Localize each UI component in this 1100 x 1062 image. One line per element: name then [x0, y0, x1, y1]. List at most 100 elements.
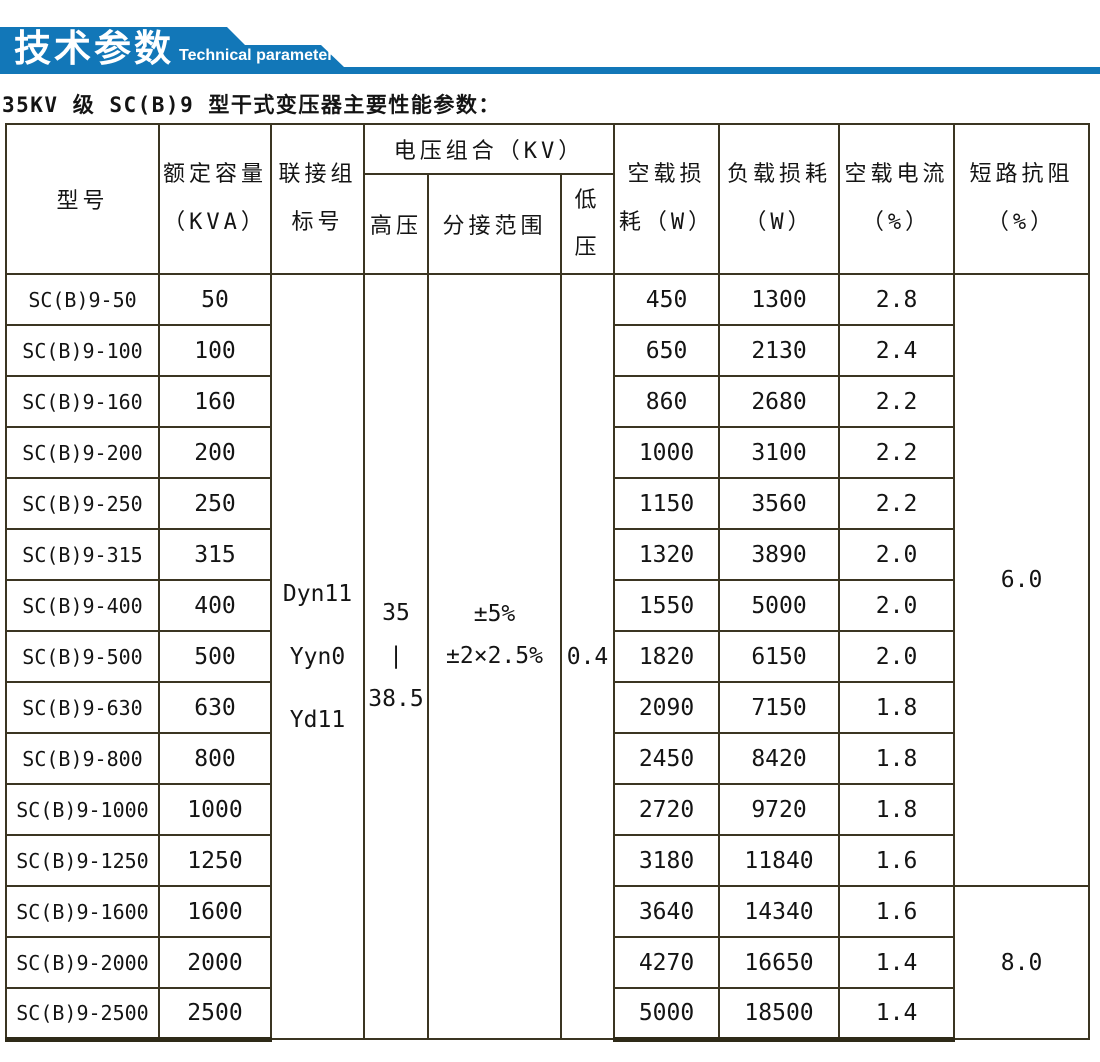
- cell-model: SC(B)9-1250: [5, 834, 160, 887]
- cell-model: SC(B)9-400: [5, 579, 160, 632]
- cell-no-load-loss: 1150: [613, 477, 721, 530]
- cell-no-load-current: 1.8: [838, 783, 956, 836]
- col-header-lv: 低 压: [559, 173, 616, 275]
- cell-model: SC(B)9-160: [5, 375, 160, 428]
- cell-no-load-loss: 3180: [613, 834, 721, 887]
- cell-capacity: 100: [158, 324, 272, 377]
- cell-load-loss: 3890: [718, 528, 841, 581]
- vector-group-value: Yyn0: [289, 643, 346, 670]
- table-row: SC(B)9-630 630 2090 7150 1.8: [5, 681, 1089, 734]
- cell-capacity: 2500: [158, 987, 272, 1042]
- cell-capacity: 2000: [158, 936, 272, 989]
- cell-capacity: 200: [158, 426, 272, 479]
- table-row: SC(B)9-2000 2000 4270 16650 1.4: [5, 936, 1089, 989]
- table-row: SC(B)9-1600 1600 3640 14340 1.6 8.0: [5, 885, 1091, 1040]
- cell-model: SC(B)9-2500: [5, 987, 160, 1042]
- cell-no-load-loss: 1000: [613, 426, 721, 479]
- col-header-no-load-current: 空载电流 （%）: [838, 123, 956, 275]
- cell-model: SC(B)9-800: [5, 732, 160, 785]
- col-header-no-load-loss: 空载损 耗（W）: [613, 123, 721, 275]
- cell-no-load-current: 2.4: [838, 324, 956, 377]
- tap-value: ±5%: [473, 600, 516, 627]
- cell-load-loss: 16650: [718, 936, 841, 989]
- table-row: SC(B)9-50 50 Dyn11 Yyn0 Yd11 35 | 38.5 ±…: [5, 273, 1091, 1040]
- cell-load-loss: 7150: [718, 681, 841, 734]
- cell-vector-groups: Dyn11 Yyn0 Yd11: [270, 273, 365, 1040]
- cell-load-loss: 6150: [718, 630, 841, 683]
- cell-model: SC(B)9-1000: [5, 783, 160, 836]
- cell-no-load-current: 2.8: [838, 273, 956, 326]
- cell-no-load-current: 2.2: [838, 426, 956, 479]
- cell-no-load-loss: 2090: [613, 681, 721, 734]
- header-row-1: 型号 额定容量 （KVA） 联接组 标号 电压组合（KV） 空载损 耗（W）: [5, 123, 1091, 275]
- cell-model: SC(B)9-315: [5, 528, 160, 581]
- col-header-no-load-current-line1: 空载电流: [844, 162, 949, 187]
- cell-no-load-current: 2.0: [838, 579, 956, 632]
- cell-no-load-loss: 450: [613, 273, 721, 326]
- col-header-load-loss: 负载损耗 （W）: [718, 123, 841, 275]
- cell-load-loss: 1300: [718, 273, 841, 326]
- cell-no-load-current: 1.6: [838, 885, 956, 938]
- vector-group-value: Dyn11: [282, 580, 353, 607]
- col-header-hv: 高压: [363, 173, 429, 275]
- cell-no-load-current: 2.2: [838, 375, 956, 428]
- cell-capacity: 1600: [158, 885, 272, 938]
- cell-no-load-current: 1.8: [838, 732, 956, 785]
- cell-model: SC(B)9-1600: [5, 885, 160, 938]
- col-header-vector-line1: 联接组: [278, 162, 357, 187]
- header-row-2: 高压 分接范围 低 压: [6, 173, 1089, 275]
- cell-no-load-loss: 1320: [613, 528, 721, 581]
- cell-load-loss: 2680: [718, 375, 841, 428]
- table-row: SC(B)9-800 800 2450 8420 1.8: [5, 732, 1089, 785]
- cell-no-load-current: 1.6: [838, 834, 956, 887]
- cell-model: SC(B)9-50: [5, 273, 160, 326]
- cell-model: SC(B)9-100: [5, 324, 160, 377]
- cell-model: SC(B)9-2000: [5, 936, 160, 989]
- table-row: SC(B)9-315 315 1320 3890 2.0: [5, 528, 1089, 581]
- cell-capacity: 800: [158, 732, 272, 785]
- cell-model: SC(B)9-500: [5, 630, 160, 683]
- col-header-tap-range: 分接范围: [427, 173, 562, 275]
- col-header-lv-line1: 低: [574, 188, 601, 213]
- cell-lv-value: 0.4: [559, 273, 616, 1040]
- cell-tap-range-value: ±5% ±2×2.5%: [427, 273, 562, 1040]
- table-row: SC(B)9-2500 2500 5000 18500 1.4: [5, 987, 1089, 1042]
- banner-title-en: Technical parameter: [179, 47, 334, 64]
- cell-model: SC(B)9-200: [5, 426, 160, 479]
- cell-no-load-loss: 3640: [613, 885, 721, 938]
- cell-capacity: 500: [158, 630, 272, 683]
- cell-load-loss: 18500: [718, 987, 841, 1042]
- cell-load-loss: 9720: [718, 783, 841, 836]
- table-row: SC(B)9-200 200 1000 3100 2.2: [5, 426, 1089, 479]
- col-header-lv-line2: 压: [574, 235, 601, 260]
- col-header-capacity: 额定容量 （KVA）: [158, 123, 272, 275]
- cell-hv-value: 35 | 38.5: [363, 273, 429, 1040]
- cell-no-load-current: 2.2: [838, 477, 956, 530]
- cell-no-load-current: 2.0: [838, 630, 956, 683]
- vector-group-value: Yd11: [289, 706, 346, 733]
- tap-value: ±2×2.5%: [446, 642, 543, 669]
- col-header-voltage-combo: 电压组合（KV）: [362, 123, 616, 175]
- page-title: 35KV 级 SC(B)9 型干式变压器主要性能参数：: [2, 93, 501, 117]
- cell-no-load-loss: 2450: [613, 732, 721, 785]
- cell-capacity: 50: [158, 273, 272, 326]
- cell-impedance-group1: 6.0: [953, 273, 1091, 887]
- col-header-impedance: 短路抗阻 （%）: [953, 123, 1091, 275]
- cell-no-load-current: 1.4: [838, 936, 956, 989]
- cell-load-loss: 14340: [718, 885, 841, 938]
- hv-value: 35: [382, 600, 410, 626]
- cell-load-loss: 3560: [718, 477, 841, 530]
- col-header-no-load-current-line2: （%）: [861, 210, 932, 235]
- col-header-capacity-line2: （KVA）: [163, 210, 267, 235]
- cell-capacity: 250: [158, 477, 272, 530]
- cell-capacity: 1000: [158, 783, 272, 836]
- table-row: SC(B)9-500 500 1820 6150 2.0: [5, 630, 1089, 683]
- banner: 技术参数 Technical parameter: [0, 0, 1100, 80]
- cell-no-load-loss: 650: [613, 324, 721, 377]
- table-row: SC(B)9-1000 1000 2720 9720 1.8: [5, 783, 1089, 836]
- cell-model: SC(B)9-630: [5, 681, 160, 734]
- col-header-no-load-loss-line1: 空载损: [627, 162, 706, 187]
- col-header-model-label: 型号: [56, 189, 109, 214]
- cell-no-load-loss: 5000: [613, 987, 721, 1042]
